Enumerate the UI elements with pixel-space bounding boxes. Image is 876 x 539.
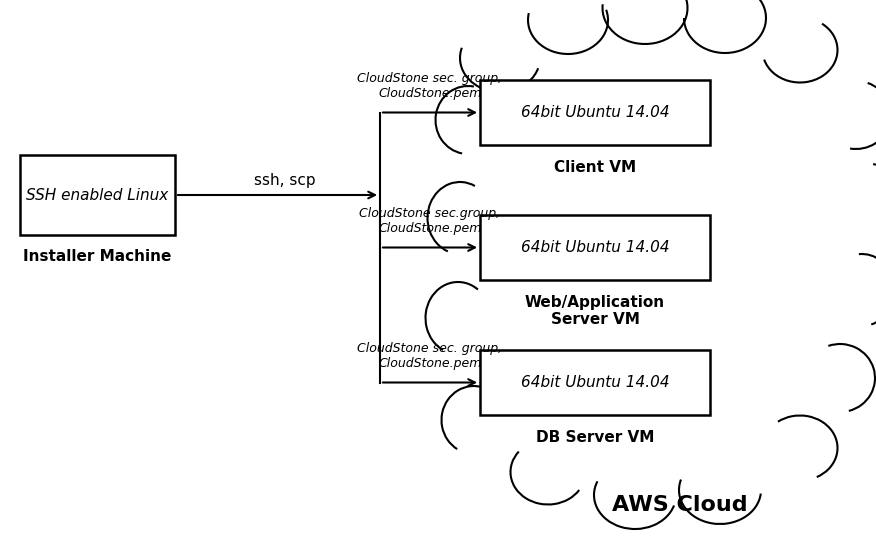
Text: Web/Application
Server VM: Web/Application Server VM: [525, 295, 665, 327]
Text: 64bit Ubuntu 14.04: 64bit Ubuntu 14.04: [520, 240, 669, 255]
Bar: [480, 215, 710, 280]
Text: 64bit Ubuntu 14.04: 64bit Ubuntu 14.04: [520, 375, 669, 390]
Bar: [480, 80, 710, 145]
Text: Installer Machine: Installer Machine: [24, 249, 172, 264]
Text: Client VM: Client VM: [554, 160, 636, 175]
Text: DB Server VM: DB Server VM: [536, 430, 654, 445]
Text: SSH enabled Linux: SSH enabled Linux: [26, 188, 168, 203]
Text: CloudStone sec. group,
CloudStone.pem: CloudStone sec. group, CloudStone.pem: [357, 72, 503, 100]
Text: ssh, scp: ssh, scp: [254, 173, 316, 188]
Text: 64bit Ubuntu 14.04: 64bit Ubuntu 14.04: [520, 105, 669, 120]
Bar: [20, 155, 175, 235]
Text: CloudStone sec. group,
CloudStone.pem: CloudStone sec. group, CloudStone.pem: [357, 342, 503, 370]
Text: AWS Cloud: AWS Cloud: [612, 495, 748, 515]
Text: CloudStone sec.group,
CloudStone.pem: CloudStone sec.group, CloudStone.pem: [359, 207, 500, 235]
Bar: [480, 350, 710, 415]
